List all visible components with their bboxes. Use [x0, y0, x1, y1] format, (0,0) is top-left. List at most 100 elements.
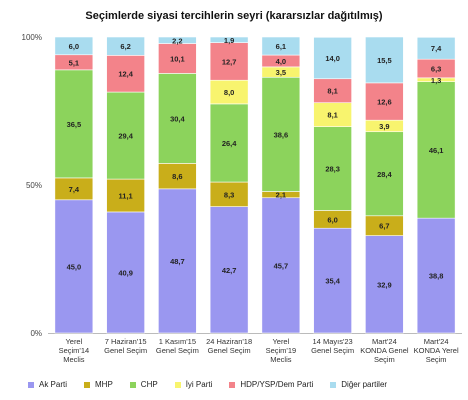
stacked-bar-chart: 0%50%100%45,07,436,55,16,0YerelSeçim'14M…: [22, 33, 462, 364]
bar-segment: [158, 163, 197, 190]
legend-label: İyi Parti: [185, 380, 213, 389]
data-label: 7,4: [69, 185, 80, 194]
x-tick-label: Meclis: [270, 355, 292, 364]
legend-label: MHP: [95, 380, 113, 389]
bar-segment: [106, 91, 145, 180]
x-tick-label: Genel Seçim: [208, 346, 251, 355]
data-label: 32,9: [377, 280, 392, 289]
legend-item: HDP/YSP/Dem Parti: [229, 380, 313, 389]
legend-swatch: [129, 381, 136, 388]
bar-segment: [313, 126, 352, 211]
bar-segment: [365, 235, 404, 334]
bar-segment: [313, 36, 352, 80]
y-tick-label: 50%: [26, 181, 42, 190]
y-tick-label: 0%: [30, 329, 42, 338]
data-label: 29,4: [118, 132, 133, 141]
data-label: 3,9: [379, 122, 389, 131]
bar-segment: [209, 206, 249, 334]
legend-swatch: [174, 381, 181, 388]
legend-swatch: [330, 381, 337, 388]
bar-segment: [365, 36, 404, 84]
data-label: 46,1: [429, 146, 444, 155]
data-label: 7,4: [431, 44, 442, 53]
bar-segment: [106, 178, 145, 213]
data-label: 1,9: [224, 36, 234, 45]
data-label: 12,6: [377, 98, 392, 107]
x-tick-label: Mart'24: [372, 337, 397, 346]
data-label: 42,7: [222, 266, 237, 275]
legend-item: Ak Parti: [28, 380, 67, 389]
bar-segment: [209, 181, 249, 207]
x-tick-label: Seçim: [374, 355, 395, 364]
data-label: 30,4: [170, 114, 185, 123]
x-tick-label: Seçim'14: [59, 346, 90, 355]
x-tick-label: Mart'24: [424, 337, 449, 346]
bar-segment: [54, 69, 94, 179]
bar-segment: [106, 36, 145, 56]
data-label: 8,1: [327, 87, 337, 96]
legend-label: CHP: [140, 380, 158, 389]
bar-segment: [158, 188, 197, 334]
data-label: 6,1: [276, 42, 286, 51]
bar-segment: [209, 42, 249, 81]
bar-segment: [158, 43, 197, 74]
bar-segment: [365, 131, 404, 217]
legend-swatch: [28, 381, 34, 388]
data-label: 35,4: [325, 277, 340, 286]
chart-legend: Ak Parti MHP CHP İyi Parti HDP/YSP/Dem Parti…: [28, 380, 468, 389]
legend-item: İyi Parti: [174, 380, 213, 389]
data-label: 38,6: [274, 130, 289, 139]
legend-swatch: [229, 381, 236, 388]
data-label: 6,7: [379, 222, 389, 231]
data-label: 28,3: [325, 165, 340, 174]
data-label: 2,1: [276, 191, 286, 200]
data-label: 1,3: [431, 76, 441, 85]
data-label: 3,5: [276, 68, 286, 77]
y-tick-label: 100%: [22, 33, 42, 42]
bar-segment: [416, 217, 456, 334]
data-label: 38,8: [429, 272, 444, 281]
x-tick-label: 7 Haziran'15: [105, 337, 147, 346]
bar-segment: [261, 197, 301, 334]
legend-label: HDP/YSP/Dem Parti: [240, 380, 314, 389]
x-tick-label: Seçim'19: [266, 346, 297, 355]
bar-segment: [106, 55, 145, 93]
x-tick-label: KONDA Genel: [360, 346, 409, 355]
data-label: 4,0: [276, 57, 286, 66]
data-label: 45,0: [67, 262, 82, 271]
chart-title: Seçimlerde siyasi tercihlerin seyri (kar…: [85, 10, 383, 22]
legend-label: Ak Parti: [39, 380, 68, 389]
data-label: 48,7: [170, 257, 185, 266]
x-tick-label: Genel Seçim: [311, 346, 354, 355]
x-tick-label: KONDA Yerel: [414, 346, 459, 355]
legend-label: Diğer partiler: [341, 380, 388, 389]
data-label: 8,6: [172, 172, 182, 181]
bar-segment: [365, 82, 404, 121]
data-label: 6,3: [431, 65, 441, 74]
data-label: 28,4: [377, 170, 392, 179]
data-label: 26,4: [222, 139, 237, 148]
data-label: 15,5: [377, 56, 392, 65]
bar-segment: [313, 227, 352, 334]
data-label: 36,5: [67, 120, 82, 129]
x-tick-label: Yerel: [272, 337, 289, 346]
x-tick-label: Genel Seçim: [156, 346, 199, 355]
bar-segment: [416, 81, 456, 219]
data-label: 11,1: [119, 192, 133, 201]
x-tick-label: 14 Mayıs'23: [313, 337, 353, 346]
data-label: 2,2: [172, 36, 182, 45]
legend-item: Diğer partiler: [330, 380, 387, 389]
bar-segment: [54, 36, 94, 56]
data-label: 8,3: [224, 190, 234, 199]
x-tick-label: Yerel: [65, 337, 82, 346]
data-label: 6,0: [327, 215, 337, 224]
bar-segment: [261, 36, 301, 56]
x-tick-label: 24 Haziran'18: [206, 337, 252, 346]
data-label: 8,0: [224, 88, 234, 97]
bar-segment: [158, 36, 197, 44]
data-label: 6,2: [120, 42, 130, 51]
data-label: 10,1: [170, 54, 185, 63]
bar-segment: [209, 36, 249, 43]
bar-segment: [106, 211, 145, 334]
